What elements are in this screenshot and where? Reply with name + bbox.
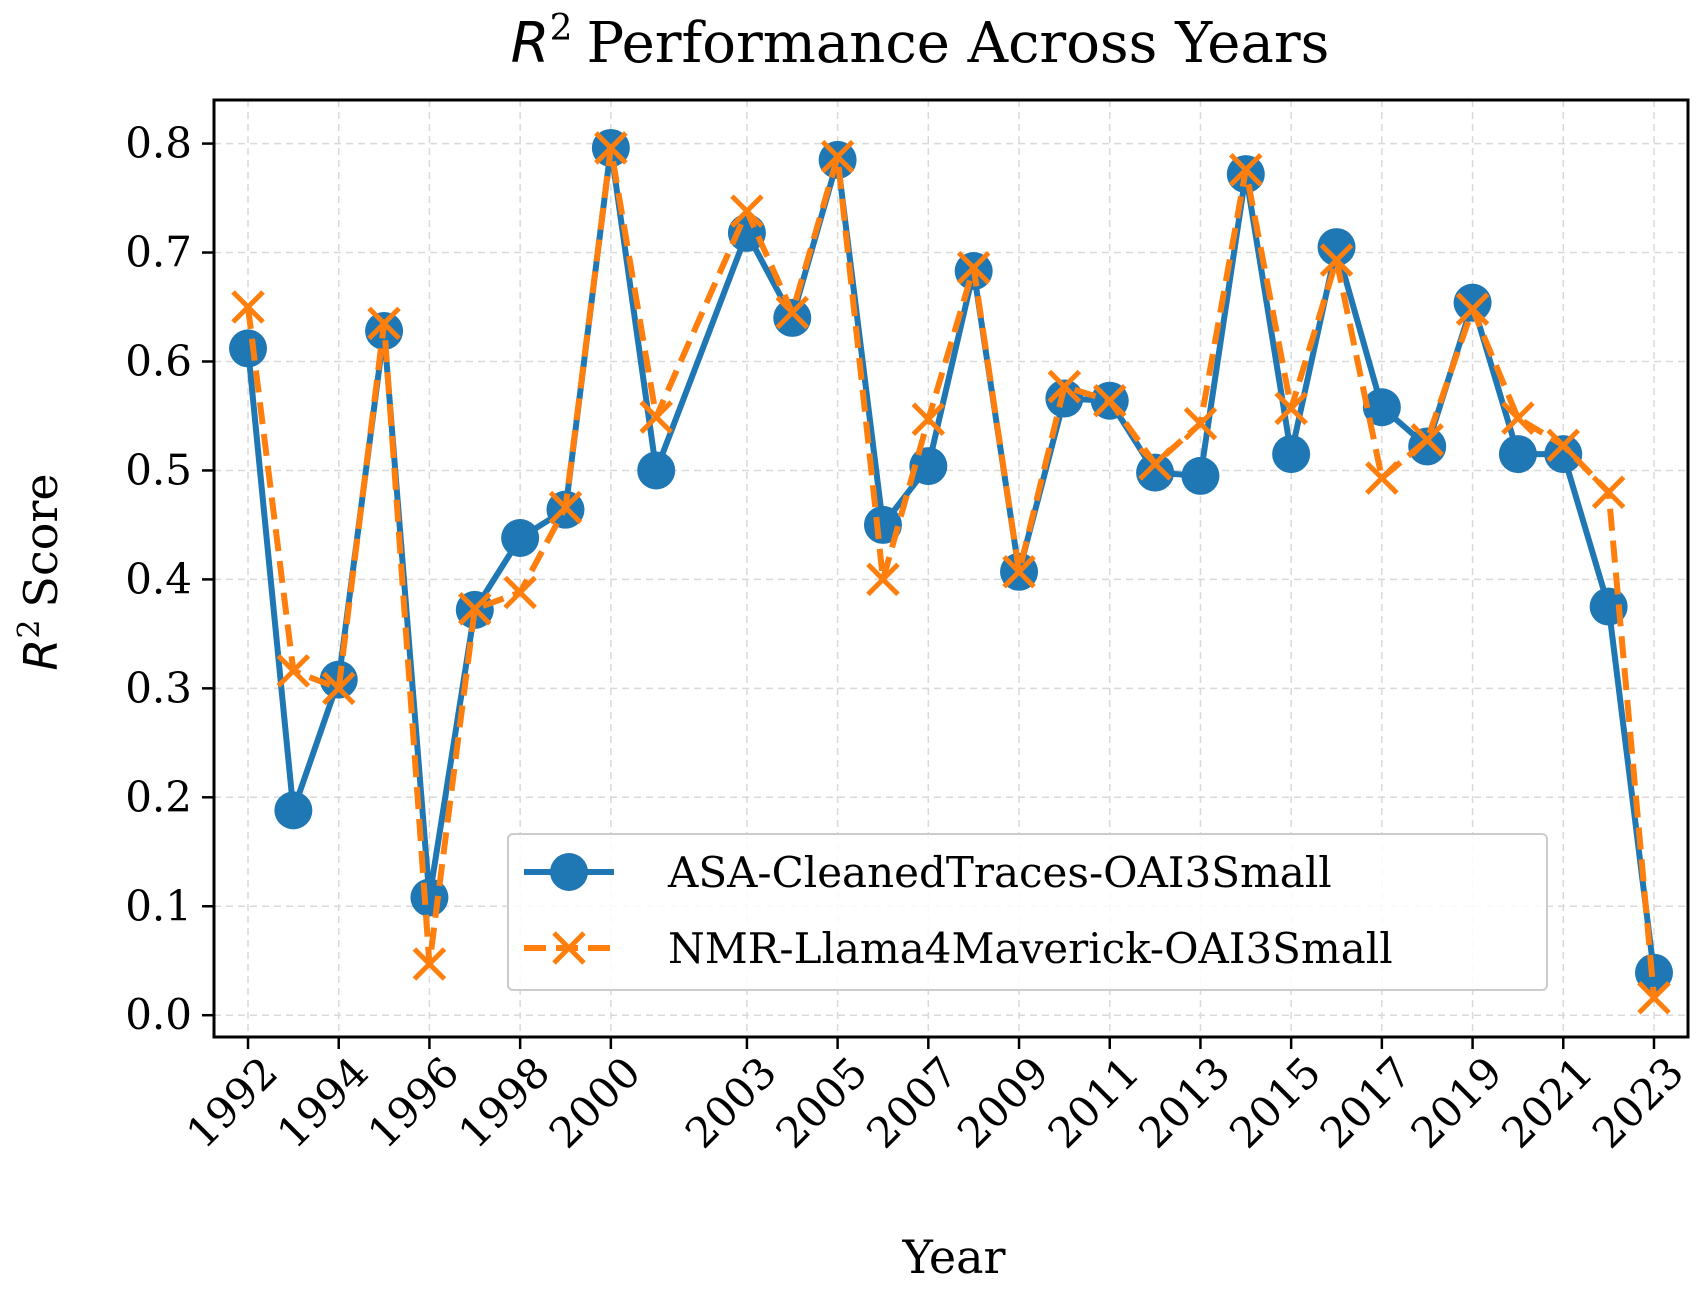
data-point (1002, 555, 1036, 589)
data-point (637, 451, 676, 490)
data-point (909, 447, 948, 486)
data-point (458, 592, 492, 626)
data-point (639, 400, 673, 434)
data-point (412, 947, 447, 981)
data-point (1410, 423, 1444, 457)
data-point (1591, 475, 1626, 510)
y-tick-label: 0.3 (125, 663, 192, 712)
y-tick-label: 0.0 (125, 990, 192, 1039)
data-point (866, 562, 900, 597)
data-point (503, 575, 537, 610)
data-point (1317, 228, 1356, 267)
data-point (501, 518, 540, 557)
x-axis-label: Year (901, 1230, 1005, 1284)
data-point (1138, 447, 1172, 481)
data-point (231, 290, 265, 324)
data-point (1272, 435, 1311, 474)
data-point (410, 878, 449, 917)
data-point (594, 131, 628, 165)
legend: ASA-CleanedTraces-OAI3Small NMR-Llama4Mav… (507, 833, 1548, 991)
y-tick-label: 0.8 (125, 119, 192, 168)
y-axis-ticks: 0.0 0.1 0.2 0.3 0.4 0.5 0.6 0.7 0.8 (125, 119, 214, 1039)
data-point (1274, 391, 1308, 426)
data-point (276, 654, 311, 688)
data-point (1183, 406, 1218, 441)
data-point (956, 251, 991, 285)
data-point (773, 298, 812, 337)
data-point (863, 505, 902, 544)
data-point (1408, 427, 1447, 466)
data-point (1501, 401, 1535, 435)
data-point (1455, 292, 1490, 326)
series-2 (231, 131, 1671, 1015)
y-tick-label: 0.7 (125, 228, 192, 277)
data-point (229, 329, 268, 368)
y-tick-label: 0.6 (125, 336, 192, 385)
data-point (1498, 435, 1537, 474)
data-point (1365, 461, 1399, 495)
legend-marker (550, 853, 588, 891)
data-point (1136, 453, 1175, 492)
data-point (1229, 152, 1263, 187)
data-point (1092, 383, 1127, 418)
legend-label: ASA-CleanedTraces-OAI3Small (667, 848, 1332, 897)
data-point (1181, 456, 1220, 495)
data-point (1319, 243, 1354, 277)
data-point (321, 671, 356, 706)
data-point (1544, 435, 1583, 474)
y-tick-label: 0.4 (125, 554, 192, 603)
legend-entry: NMR-Llama4Maverick-OAI3Small (524, 924, 1393, 973)
chart-title: R2 Performance Across Years (511, 8, 1330, 76)
data-point (1546, 428, 1581, 463)
data-point (911, 402, 946, 437)
data-point (1047, 369, 1082, 404)
plot-frame (212, 98, 1690, 1039)
y-axis-label: R2Score (12, 473, 68, 670)
data-point (1453, 283, 1492, 322)
data-point (274, 791, 313, 830)
legend-box (507, 833, 1548, 991)
y-tick-label: 0.2 (125, 772, 192, 821)
data-point (1362, 388, 1401, 427)
y-tick-label: 0.5 (125, 445, 192, 494)
data-point (820, 139, 855, 174)
legend-entry: ASA-CleanedTraces-OAI3Small (524, 848, 1332, 897)
y-tick-label: 0.1 (125, 881, 192, 930)
legend-label: NMR-Llama4Maverick-OAI3Small (668, 924, 1393, 973)
data-point (367, 306, 401, 341)
plot-series (229, 128, 1673, 1015)
data-point (548, 490, 583, 525)
legend-entries: ASA-CleanedTraces-OAI3Small NMR-Llama4Mav… (524, 848, 1393, 973)
legend-marker (552, 931, 586, 965)
data-point (775, 295, 810, 330)
data-point (730, 194, 764, 228)
data-point (1637, 981, 1671, 1015)
